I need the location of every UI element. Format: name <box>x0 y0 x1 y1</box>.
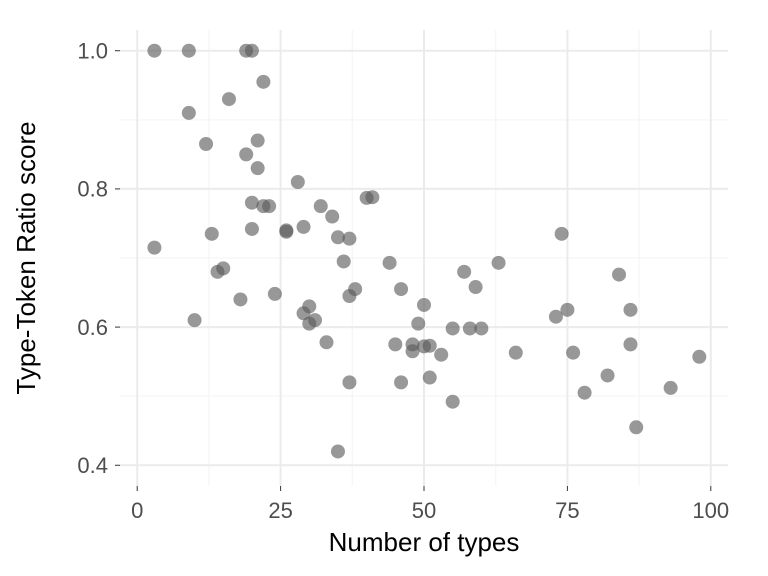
data-point <box>388 337 402 351</box>
data-point <box>446 395 460 409</box>
data-point <box>291 175 305 189</box>
data-point <box>147 44 161 58</box>
y-axis-title: Type-Token Ratio score <box>11 121 41 394</box>
y-tick-label: 0.8 <box>77 177 108 202</box>
data-point <box>509 346 523 360</box>
data-point <box>251 161 265 175</box>
data-point <box>314 199 328 213</box>
x-tick-label: 100 <box>692 498 729 523</box>
y-tick-label: 0.6 <box>77 315 108 340</box>
data-point <box>222 92 236 106</box>
y-tick-label: 1.0 <box>77 38 108 63</box>
data-point <box>251 134 265 148</box>
data-point <box>331 444 345 458</box>
data-point <box>188 313 202 327</box>
data-point <box>199 137 213 151</box>
data-point <box>601 368 615 382</box>
data-point <box>623 337 637 351</box>
x-tick-label: 25 <box>268 498 292 523</box>
data-point <box>623 303 637 317</box>
x-tick-label: 75 <box>555 498 579 523</box>
data-point <box>394 375 408 389</box>
data-point <box>411 317 425 331</box>
data-point <box>423 339 437 353</box>
data-point <box>216 261 230 275</box>
data-point <box>664 381 678 395</box>
data-point <box>629 420 643 434</box>
data-point <box>383 256 397 270</box>
data-point <box>308 313 322 327</box>
data-point <box>182 44 196 58</box>
data-point <box>182 106 196 120</box>
data-point <box>297 220 311 234</box>
data-point <box>555 227 569 241</box>
data-point <box>319 335 333 349</box>
data-point <box>337 254 351 268</box>
data-point <box>279 225 293 239</box>
y-tick-label: 0.4 <box>77 453 108 478</box>
data-point <box>325 210 339 224</box>
data-point <box>394 282 408 296</box>
data-point <box>417 298 431 312</box>
data-point <box>365 190 379 204</box>
data-point <box>446 321 460 335</box>
data-point <box>256 75 270 89</box>
data-point <box>147 241 161 255</box>
data-point <box>268 287 282 301</box>
data-point <box>342 232 356 246</box>
data-point <box>434 348 448 362</box>
data-point <box>457 265 471 279</box>
data-point <box>245 44 259 58</box>
x-tick-label: 50 <box>412 498 436 523</box>
data-point <box>302 299 316 313</box>
data-point <box>692 350 706 364</box>
data-point <box>612 268 626 282</box>
data-point <box>233 292 247 306</box>
data-point <box>492 256 506 270</box>
data-point <box>262 199 276 213</box>
chart-svg: 0 25 50 75 100 0.4 0.6 0.8 1.0 Number of types Typ… <box>0 0 768 576</box>
data-point <box>423 371 437 385</box>
data-point <box>205 227 219 241</box>
scatter-chart: 0 25 50 75 100 0.4 0.6 0.8 1.0 Number of types Typ… <box>0 0 768 576</box>
data-point <box>560 303 574 317</box>
data-point <box>469 280 483 294</box>
x-axis-title: Number of types <box>329 527 520 557</box>
data-point <box>474 321 488 335</box>
x-tick-label: 0 <box>131 498 143 523</box>
data-point <box>342 375 356 389</box>
data-point <box>566 346 580 360</box>
data-point <box>578 386 592 400</box>
data-point <box>245 222 259 236</box>
data-point <box>239 147 253 161</box>
data-point <box>348 282 362 296</box>
